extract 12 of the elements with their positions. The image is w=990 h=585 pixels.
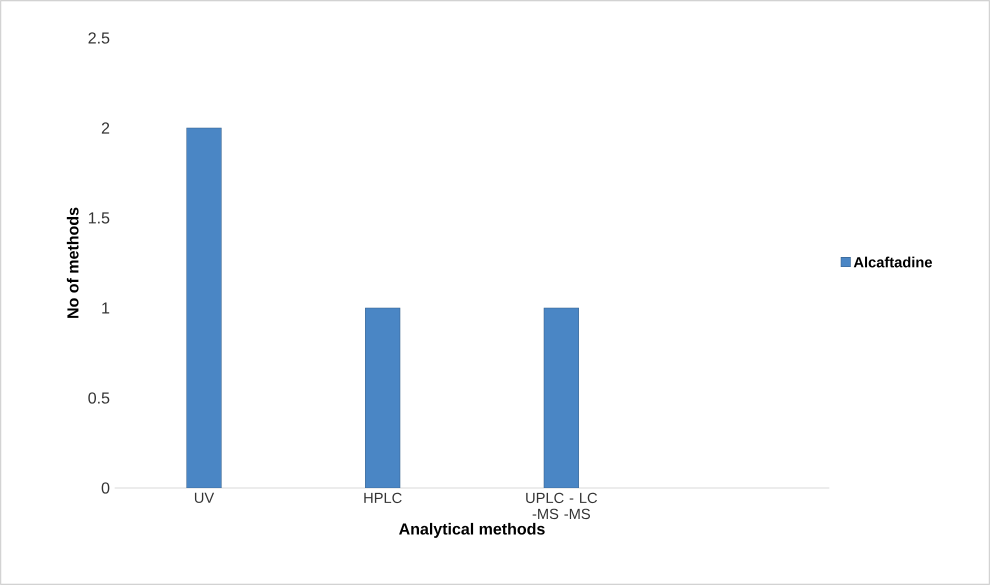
x-axis-title: Analytical methods bbox=[399, 522, 545, 538]
x-tick-label: UV bbox=[194, 492, 214, 503]
y-axis-title: No of methods bbox=[66, 208, 79, 318]
legend-label: Alcaftadine bbox=[854, 256, 932, 268]
x-tick-label: UPLC - LC -MS -MS bbox=[526, 492, 598, 520]
y-tick-label: 1.5 bbox=[88, 212, 110, 224]
y-tick-label: 2 bbox=[102, 122, 110, 134]
y-tick-label: 0 bbox=[102, 482, 110, 494]
y-tick-label: 2.5 bbox=[88, 32, 110, 44]
x-tick-label: HPLC bbox=[364, 492, 402, 504]
y-tick-label: 0.5 bbox=[88, 392, 110, 404]
y-tick-label: 1 bbox=[102, 302, 110, 314]
